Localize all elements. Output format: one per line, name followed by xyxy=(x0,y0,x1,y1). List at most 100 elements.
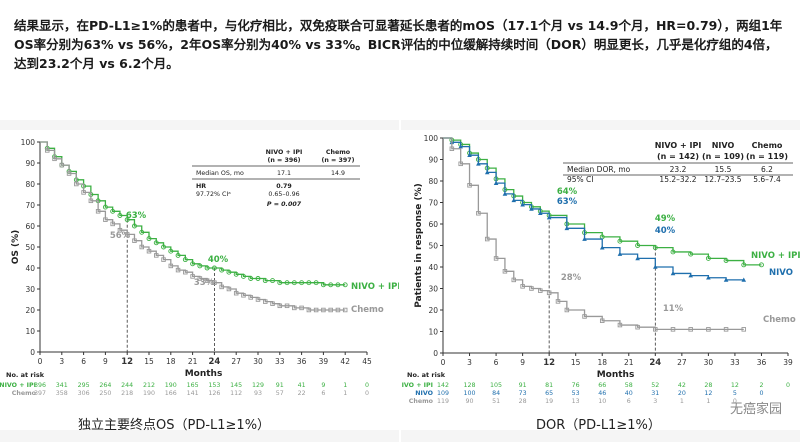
series-point xyxy=(299,305,304,311)
series-point xyxy=(321,307,326,313)
y-tick-label: 0 xyxy=(30,348,35,357)
series-point xyxy=(219,284,224,290)
x-tick-label: 21 xyxy=(188,357,198,366)
series-point xyxy=(529,286,534,291)
at-risk-value: 46 xyxy=(598,390,606,397)
at-risk-value: 1 xyxy=(343,390,347,397)
x-tick-label: 15 xyxy=(571,358,581,367)
at-risk-value: 105 xyxy=(490,382,502,389)
os-chart-panel: 0 10 20 30 40 50 60 70 80 90 100 0 3 6 9 12 15 18 21 24 27 30… xyxy=(0,120,399,442)
y-tick-label: 10 xyxy=(428,328,438,337)
series-point xyxy=(190,261,196,267)
series-point xyxy=(132,238,137,243)
at-risk-value: 90 xyxy=(466,398,474,405)
table-cell: 15.2–32.2 xyxy=(659,175,696,184)
series-point xyxy=(95,209,101,214)
at-risk-value: 84 xyxy=(492,390,500,397)
series-point xyxy=(139,229,145,235)
y-tick-label: 80 xyxy=(25,180,35,189)
at-risk-value: 28 xyxy=(704,382,712,389)
watermark-text: 无癌家园 xyxy=(729,402,782,417)
x-tick-label: 9 xyxy=(103,357,108,366)
x-tick-label: 9 xyxy=(520,358,525,367)
series-point xyxy=(59,162,65,168)
x-tick-label: 39 xyxy=(783,358,793,367)
series-point xyxy=(458,144,463,149)
series-point xyxy=(124,217,130,223)
at-risk-value: 2 xyxy=(759,382,763,389)
series-point xyxy=(241,293,246,298)
at-risk-value: 109 xyxy=(437,390,449,397)
series-point xyxy=(45,148,50,153)
series-point xyxy=(175,267,181,273)
series-point xyxy=(161,244,166,250)
y-tick-label: 40 xyxy=(25,264,35,273)
y-tick-label: 70 xyxy=(25,201,35,210)
x-tick-label: 12 xyxy=(543,358,555,368)
at-risk-value: 51 xyxy=(492,398,500,405)
table-header: (n = 397) xyxy=(321,157,354,164)
series-point xyxy=(706,327,711,332)
x-axis-label: Months xyxy=(185,369,223,379)
series-point xyxy=(653,327,658,332)
series-point xyxy=(117,213,123,218)
table-header: NIVO xyxy=(712,141,735,150)
series-point xyxy=(546,290,552,296)
series-point xyxy=(723,277,729,282)
at-risk-value: 145 xyxy=(230,382,242,389)
series-point xyxy=(190,274,195,279)
table-cell: 5.6–7.4 xyxy=(753,175,781,184)
series-point xyxy=(759,262,764,268)
series-point xyxy=(723,327,729,332)
y-tick-label: 20 xyxy=(428,306,438,315)
series-point xyxy=(502,269,508,274)
at-risk-value: 112 xyxy=(230,390,242,397)
series-point xyxy=(291,280,297,286)
at-risk-value: 244 xyxy=(121,382,133,389)
series-point xyxy=(277,280,283,286)
series-point xyxy=(520,284,525,289)
table-row-label: HR xyxy=(196,183,206,190)
series-point xyxy=(458,161,463,167)
at-risk-label: NIVO + IPI xyxy=(0,382,36,389)
x-tick-label: 36 xyxy=(297,357,307,366)
series-point xyxy=(538,210,543,216)
series-point xyxy=(306,307,312,313)
series-point xyxy=(168,263,174,269)
annotation-chemo_12: 28% xyxy=(561,273,582,283)
series-point xyxy=(493,256,499,261)
series-point xyxy=(262,278,268,284)
at-risk-value: 91 xyxy=(519,382,527,389)
at-risk-label: NIVO + IPI xyxy=(401,382,433,389)
at-risk-value: 20 xyxy=(678,390,686,397)
y-axis-label: OS (%) xyxy=(11,230,21,265)
at-risk-value: 58 xyxy=(625,382,633,389)
table-header: Chemo xyxy=(326,149,351,156)
at-risk-value: 129 xyxy=(252,382,264,389)
x-tick-label: 18 xyxy=(597,358,607,367)
series-point xyxy=(706,275,711,280)
series-point xyxy=(670,249,676,255)
y-tick-label: 100 xyxy=(21,138,36,147)
x-tick-label: 45 xyxy=(362,357,372,366)
table-header: (n = 396) xyxy=(267,157,300,164)
y-tick-label: 50 xyxy=(428,242,438,251)
series-point xyxy=(688,251,694,257)
os-chart-caption: 独立主要终点OS（PD-L1≥1%） xyxy=(78,418,271,433)
series-point xyxy=(74,181,79,187)
table-header: (n = 119) xyxy=(746,152,788,161)
dor-chart-panel: 0 10 20 30 40 50 60 70 80 90 100 0 3 6 9 12 15 18 21 24 27 30… xyxy=(401,120,800,442)
at-risk-value: 119 xyxy=(437,398,449,405)
series-point xyxy=(476,210,481,216)
at-risk-value: 12 xyxy=(704,390,712,397)
x-tick-label: 18 xyxy=(166,357,176,366)
series-point xyxy=(617,238,623,244)
legend-legend_chemo: Chemo xyxy=(351,305,384,315)
x-tick-label: 24 xyxy=(208,357,220,367)
at-risk-value: 295 xyxy=(78,382,90,389)
series-point xyxy=(511,197,517,203)
series-point xyxy=(564,225,570,231)
series-point xyxy=(342,307,348,313)
series-point xyxy=(617,322,623,328)
